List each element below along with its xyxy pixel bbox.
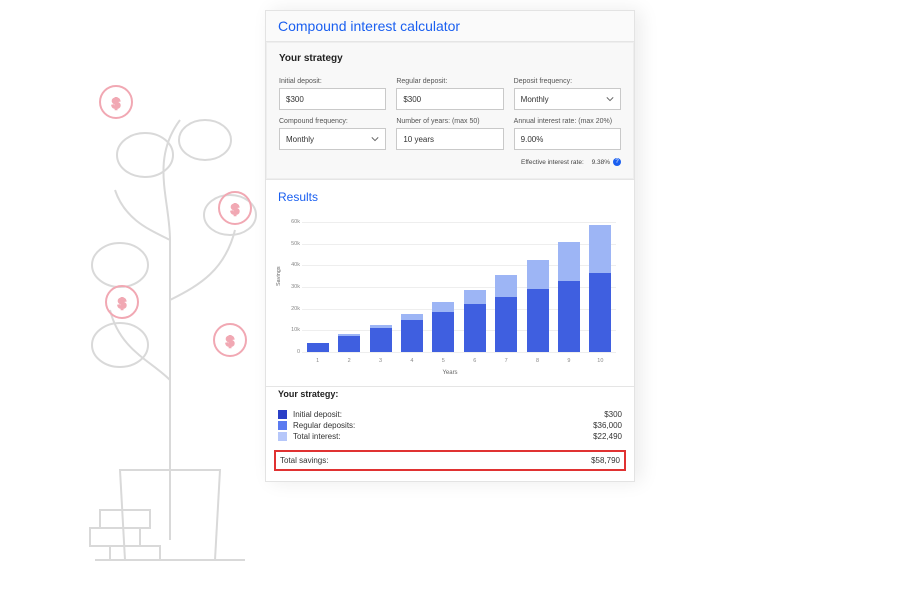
- chart-bar-interest: [495, 275, 517, 296]
- results-section: Results: [266, 180, 634, 204]
- chart-bar-interest: [558, 242, 580, 281]
- summary-row-label: Initial deposit:: [293, 410, 342, 419]
- legend-swatch: [278, 410, 287, 419]
- label-annual-interest-rate: Annual interest rate: (max 20%): [514, 118, 621, 125]
- chart-bar-principal: [370, 328, 392, 352]
- input-number-of-years[interactable]: 10 years: [396, 128, 503, 150]
- chart-bar-interest: [589, 225, 611, 274]
- money-tree-illustration: $ $ $ $: [0, 40, 270, 580]
- field-compound-frequency: Compound frequency: Monthly: [279, 118, 386, 150]
- chart-xtick: 7: [490, 358, 521, 364]
- chart-bar-col: [333, 222, 364, 352]
- chart-ytick: 40k: [282, 262, 300, 268]
- summary-total-value: $58,790: [591, 456, 620, 465]
- chart-ytick: 30k: [282, 284, 300, 290]
- chart-bar-col: [302, 222, 333, 352]
- chart-bar-principal: [527, 289, 549, 352]
- strategy-title: Your strategy: [279, 53, 621, 64]
- field-annual-interest-rate: Annual interest rate: (max 20%) 9.00%: [514, 118, 621, 150]
- chart-bar-principal: [589, 273, 611, 352]
- chart-ytick: 10k: [282, 327, 300, 333]
- summary-row-value: $36,000: [593, 421, 622, 430]
- label-number-of-years: Number of years: (max 50): [396, 118, 503, 125]
- calculator-panel: Compound interest calculator Your strate…: [265, 10, 635, 482]
- input-regular-deposit[interactable]: $300: [396, 88, 503, 110]
- chart-xtick: 8: [522, 358, 553, 364]
- chart-bar-col: [396, 222, 427, 352]
- chart-bar-col: [428, 222, 459, 352]
- label-regular-deposit: Regular deposit:: [396, 78, 503, 85]
- chart-xtick: 3: [365, 358, 396, 364]
- chart-ytick: 0: [282, 349, 300, 355]
- chart-xtick: 4: [396, 358, 427, 364]
- chart-bar-principal: [401, 320, 423, 352]
- chart-bar-principal: [464, 304, 486, 352]
- chart-xtick: 6: [459, 358, 490, 364]
- label-initial-deposit: Initial deposit:: [279, 78, 386, 85]
- legend-swatch: [278, 421, 287, 430]
- info-icon[interactable]: ?: [613, 158, 621, 166]
- chart-bar-principal: [307, 343, 329, 352]
- chart-bar-principal: [432, 312, 454, 352]
- chart-bar-principal: [558, 281, 580, 352]
- summary-row: Regular deposits: $36,000: [278, 420, 622, 431]
- chart-ytick: 20k: [282, 306, 300, 312]
- field-number-of-years: Number of years: (max 50) 10 years: [396, 118, 503, 150]
- chart-bar-col: [553, 222, 584, 352]
- summary-row-label: Total interest:: [293, 432, 341, 441]
- legend-swatch: [278, 432, 287, 441]
- svg-text:$: $: [226, 333, 234, 349]
- summary-row-value: $22,490: [593, 432, 622, 441]
- chart-bar-interest: [464, 290, 486, 305]
- chart-x-axis-title: Years: [278, 370, 622, 376]
- summary-row: Initial deposit: $300: [278, 409, 622, 420]
- chart-xtick: 1: [302, 358, 333, 364]
- summary-total-label: Total savings:: [280, 456, 328, 465]
- chart-bar-principal: [338, 336, 360, 352]
- panel-title: Compound interest calculator: [266, 11, 634, 42]
- savings-bar-chart: Savings 010k20k30k40k50k60k 12345678910 …: [278, 216, 622, 376]
- chart-ytick: 60k: [282, 219, 300, 225]
- input-initial-deposit[interactable]: $300: [279, 88, 386, 110]
- chart-bar-col: [522, 222, 553, 352]
- svg-text:$: $: [118, 295, 126, 311]
- label-deposit-frequency: Deposit frequency:: [514, 78, 621, 85]
- chart-bar-interest: [432, 302, 454, 312]
- summary-section: Your strategy: Initial deposit:$300Regul…: [266, 387, 634, 481]
- chart-bar-col: [585, 222, 616, 352]
- chevron-down-icon: [606, 95, 614, 103]
- summary-title: Your strategy:: [278, 389, 622, 399]
- input-annual-interest-rate[interactable]: 9.00%: [514, 128, 621, 150]
- chart-wrap: Savings 010k20k30k40k50k60k 12345678910 …: [266, 212, 634, 386]
- summary-row: Total interest: $22,490: [278, 431, 622, 442]
- svg-text:$: $: [231, 201, 239, 217]
- strategy-section: Your strategy Initial deposit: $300 Regu…: [266, 42, 634, 179]
- svg-text:$: $: [112, 95, 120, 111]
- chart-bar-col: [459, 222, 490, 352]
- results-title: Results: [278, 190, 622, 204]
- field-initial-deposit: Initial deposit: $300: [279, 78, 386, 110]
- select-deposit-frequency[interactable]: Monthly: [514, 88, 621, 110]
- label-compound-frequency: Compound frequency:: [279, 118, 386, 125]
- chart-bar-principal: [495, 297, 517, 352]
- chart-xtick: 10: [585, 358, 616, 364]
- summary-row-label: Regular deposits:: [293, 421, 355, 430]
- chart-bar-col: [365, 222, 396, 352]
- field-deposit-frequency: Deposit frequency: Monthly: [514, 78, 621, 110]
- chevron-down-icon: [371, 135, 379, 143]
- summary-total-row: Total savings: $58,790: [274, 450, 626, 471]
- chart-xtick: 5: [428, 358, 459, 364]
- field-regular-deposit: Regular deposit: $300: [396, 78, 503, 110]
- chart-xtick: 2: [333, 358, 364, 364]
- effective-rate: Effective interest rate: 9.38% ?: [514, 158, 621, 166]
- chart-ytick: 50k: [282, 241, 300, 247]
- summary-row-value: $300: [604, 410, 622, 419]
- chart-bar-col: [490, 222, 521, 352]
- chart-bar-interest: [527, 260, 549, 289]
- chart-gridline: [302, 352, 616, 353]
- select-compound-frequency[interactable]: Monthly: [279, 128, 386, 150]
- chart-xtick: 9: [553, 358, 584, 364]
